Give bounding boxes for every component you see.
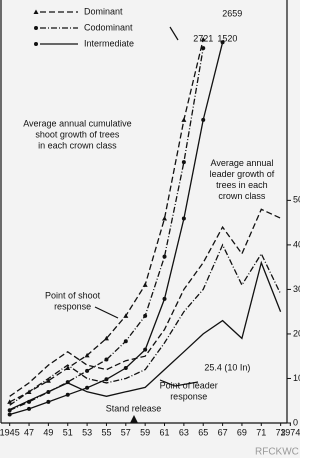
- series-line: [9, 47, 204, 411]
- x-tick-label: 51: [63, 427, 73, 437]
- annotation: Stand release: [106, 403, 162, 413]
- series-line: [9, 208, 281, 397]
- x-tick-label: 65: [198, 427, 208, 437]
- x-tick-label: 1945: [0, 427, 20, 437]
- marker: [162, 296, 167, 301]
- marker: [201, 46, 206, 51]
- marker: [104, 377, 109, 382]
- legend-label: Codominant: [84, 22, 133, 32]
- series-line: [9, 42, 224, 416]
- legend-label: Intermediate: [84, 38, 134, 48]
- marker: [162, 216, 168, 221]
- x-tick-label: 61: [160, 427, 170, 437]
- marker: [84, 352, 90, 358]
- marker: [123, 313, 129, 318]
- annotation: Point of leader: [160, 381, 218, 391]
- marker: [143, 313, 148, 318]
- marker: [220, 40, 225, 45]
- marker: [142, 282, 148, 287]
- y2-tick-label: 50: [293, 195, 300, 205]
- marker: [143, 347, 148, 352]
- x-tick-label: 69: [237, 427, 247, 437]
- y2-tick-label: 10: [293, 373, 300, 383]
- x-tick-label: 59: [140, 427, 150, 437]
- chart: RFCKWC 1945 47 49 51 53 55 57 59 61 63 65 67 69 71 731…: [0, 0, 300, 458]
- x-tick-label: 47: [24, 427, 34, 437]
- marker: [103, 335, 109, 341]
- marker: [27, 406, 32, 411]
- marker: [85, 368, 90, 373]
- series-line: [9, 260, 282, 411]
- marker: [123, 366, 128, 371]
- x-tick-label: 71: [256, 427, 266, 437]
- annotation: 25.4 (10 In): [204, 362, 250, 372]
- watermark: RFCKWC: [255, 447, 299, 458]
- y2-tick-label: 20: [293, 328, 300, 338]
- legend-marker: [34, 26, 38, 30]
- x-tick-label: 55: [101, 427, 111, 437]
- legend-label: Dominant: [84, 6, 123, 16]
- marker: [45, 378, 51, 383]
- marker: [162, 254, 167, 259]
- marker: [65, 365, 71, 371]
- x-tick-label: 67: [218, 427, 228, 437]
- x-tick-label: 57: [121, 427, 131, 437]
- annotation: crown class: [218, 191, 266, 201]
- arrow: [169, 26, 179, 41]
- y2-tick-label: 0: [293, 417, 298, 427]
- x-tick-label: 1974: [280, 427, 300, 437]
- marker: [200, 36, 206, 42]
- legend-marker: [34, 42, 38, 46]
- annotation: Point of shoot: [45, 290, 101, 300]
- x-tick-label: 53: [82, 427, 92, 437]
- annotation: 1520: [217, 34, 237, 44]
- release-marker: [130, 415, 138, 423]
- y2-tick-label: 30: [293, 284, 300, 294]
- marker: [65, 392, 70, 397]
- annotation: in each crown class: [38, 140, 117, 150]
- series-line: [9, 243, 282, 406]
- marker: [181, 216, 186, 221]
- arrow: [159, 379, 199, 387]
- annotation: 2721: [193, 34, 213, 44]
- x-tick-label: 63: [179, 427, 189, 437]
- annotation: shoot growth of trees: [35, 129, 120, 139]
- arrow: [94, 306, 119, 319]
- x-tick-label: 49: [43, 427, 53, 437]
- marker: [7, 412, 12, 417]
- x-tick-label: 73: [276, 427, 286, 437]
- marker: [85, 385, 90, 390]
- annotation: Average annual cumulative: [23, 118, 131, 128]
- marker: [46, 399, 51, 404]
- annotation: leader growth of: [210, 169, 275, 179]
- annotation: 2659: [222, 8, 242, 18]
- marker: [181, 160, 186, 165]
- marker: [123, 339, 128, 344]
- marker: [181, 117, 187, 122]
- marker: [104, 357, 109, 362]
- annotation: response: [170, 392, 207, 402]
- annotation: trees in each: [216, 180, 268, 190]
- legend-marker: [33, 9, 39, 14]
- marker: [7, 399, 13, 404]
- annotation: response: [54, 301, 91, 311]
- y2-tick-label: 40: [293, 239, 300, 249]
- marker: [201, 117, 206, 122]
- series-line: [9, 39, 204, 403]
- annotation: Average annual: [210, 158, 273, 168]
